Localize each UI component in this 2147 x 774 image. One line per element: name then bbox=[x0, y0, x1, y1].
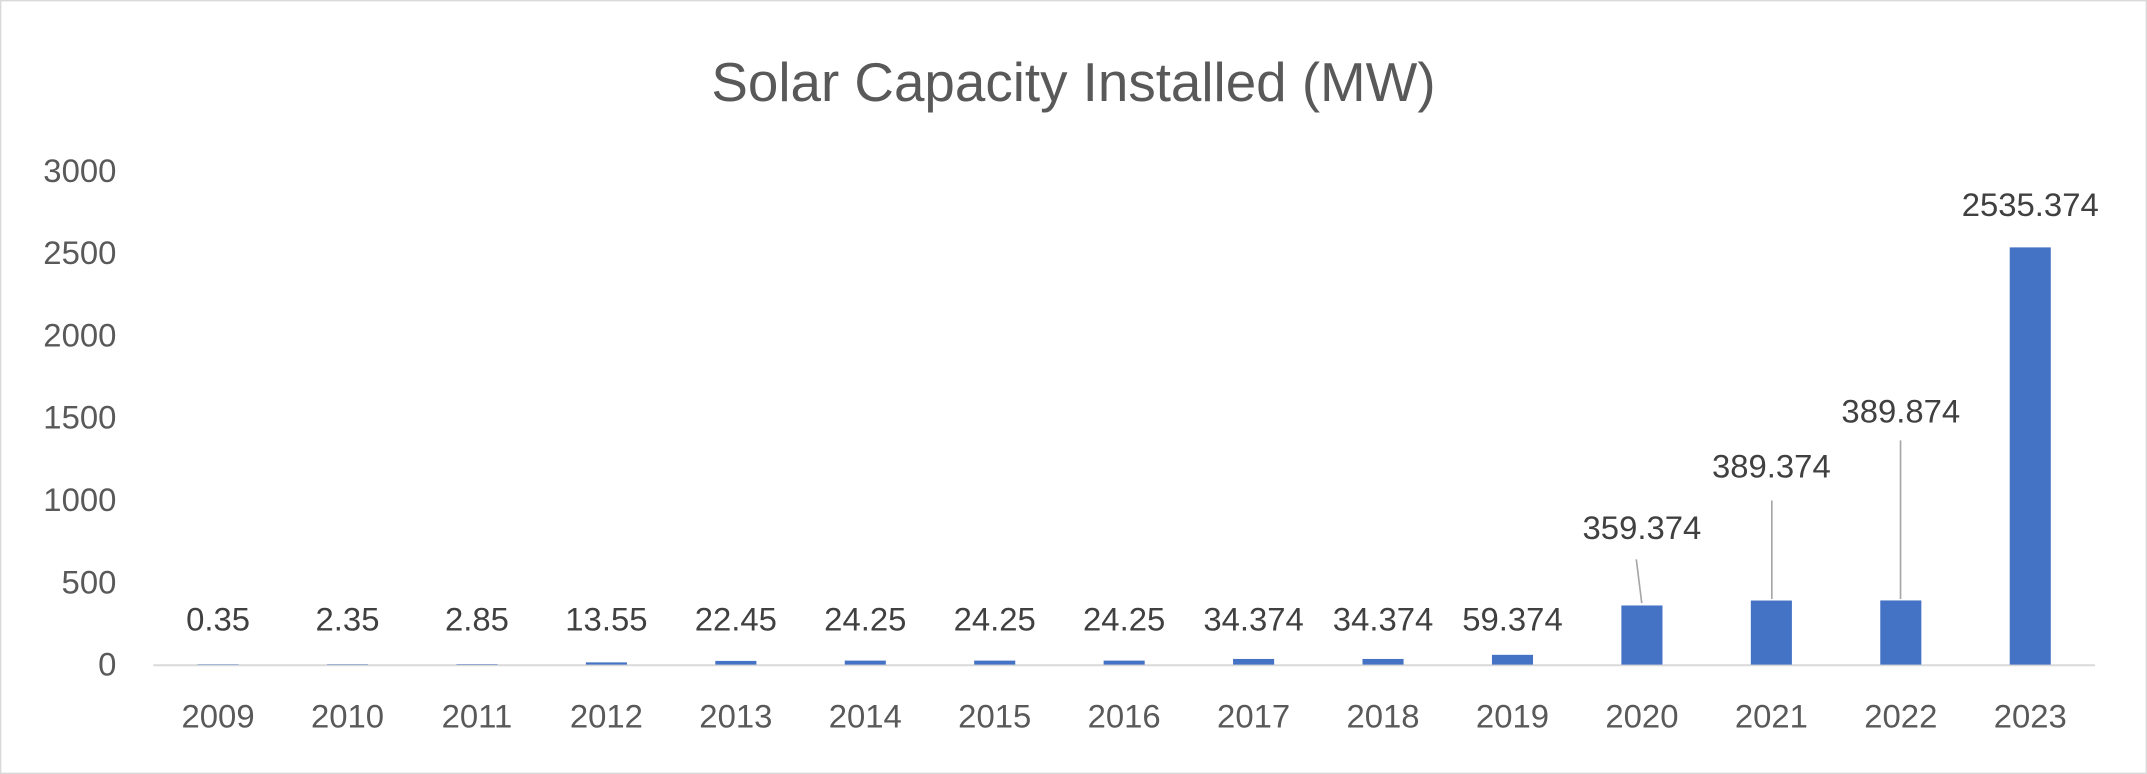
leader-line bbox=[1635, 559, 1643, 604]
x-tick-label: 2021 bbox=[1735, 698, 1808, 735]
x-tick-label: 2009 bbox=[182, 698, 255, 735]
x-tick-label: 2023 bbox=[1994, 698, 2067, 735]
data-label: 22.45 bbox=[695, 600, 777, 637]
y-axis-ticks: 0 500 1000 1500 2000 2500 3000 bbox=[43, 152, 116, 683]
leader-lines bbox=[1635, 440, 1902, 604]
data-label: 359.374 bbox=[1583, 509, 1702, 546]
x-tick-label: 2022 bbox=[1864, 698, 1937, 735]
y-tick-label: 1000 bbox=[43, 481, 116, 518]
data-label: 389.374 bbox=[1712, 447, 1831, 484]
x-axis-ticks: 2009 2010 2011 2012 2013 2014 2015 2016 2017 2018… bbox=[182, 698, 2067, 735]
bar-2019 bbox=[1491, 654, 1534, 665]
data-label: 2535.374 bbox=[1962, 186, 2099, 223]
bar-2015 bbox=[974, 660, 1016, 665]
y-tick-label: 2500 bbox=[43, 234, 116, 271]
data-label: 59.374 bbox=[1462, 600, 1562, 637]
bar-2023 bbox=[2009, 247, 2051, 665]
data-label: 13.55 bbox=[565, 600, 647, 637]
bar-2020 bbox=[1621, 605, 1663, 665]
x-tick-label: 2014 bbox=[829, 698, 902, 735]
data-label: 34.374 bbox=[1203, 600, 1303, 637]
x-tick-label: 2019 bbox=[1476, 698, 1549, 735]
bar-2017 bbox=[1233, 658, 1275, 665]
x-tick-label: 2010 bbox=[311, 698, 384, 735]
bar-2012 bbox=[585, 662, 627, 665]
x-tick-label: 2015 bbox=[958, 698, 1031, 735]
x-tick-label: 2013 bbox=[699, 698, 772, 735]
y-tick-label: 500 bbox=[62, 563, 117, 600]
x-tick-label: 2012 bbox=[570, 698, 643, 735]
y-tick-label: 0 bbox=[98, 646, 116, 683]
data-label: 24.25 bbox=[824, 600, 906, 637]
data-label: 389.874 bbox=[1841, 393, 1960, 430]
bar-2021 bbox=[1750, 600, 1792, 665]
bar-2022 bbox=[1880, 600, 1922, 665]
bar-2016 bbox=[1103, 660, 1145, 665]
data-label: 24.25 bbox=[954, 600, 1036, 637]
bar-2018 bbox=[1362, 658, 1404, 665]
x-tick-label: 2011 bbox=[442, 698, 513, 735]
x-tick-label: 2018 bbox=[1347, 698, 1420, 735]
bar-2013 bbox=[715, 660, 757, 665]
y-tick-label: 2000 bbox=[43, 316, 116, 353]
x-tick-label: 2017 bbox=[1217, 698, 1290, 735]
bar-2014 bbox=[844, 660, 886, 665]
data-labels: 0.35 2.35 2.85 13.55 22.45 24.25 24.25 24.25 34.… bbox=[186, 186, 2099, 637]
x-tick-label: 2016 bbox=[1088, 698, 1161, 735]
data-label: 0.35 bbox=[186, 600, 250, 637]
bars bbox=[197, 247, 2051, 665]
x-tick-label: 2020 bbox=[1605, 698, 1678, 735]
data-label: 2.35 bbox=[316, 600, 380, 637]
data-label: 2.85 bbox=[445, 600, 509, 637]
data-label: 34.374 bbox=[1333, 600, 1433, 637]
chart-title: Solar Capacity Installed (MW) bbox=[711, 51, 1435, 113]
data-label: 24.25 bbox=[1083, 600, 1165, 637]
y-tick-label: 3000 bbox=[43, 152, 116, 189]
y-tick-label: 1500 bbox=[43, 399, 116, 436]
